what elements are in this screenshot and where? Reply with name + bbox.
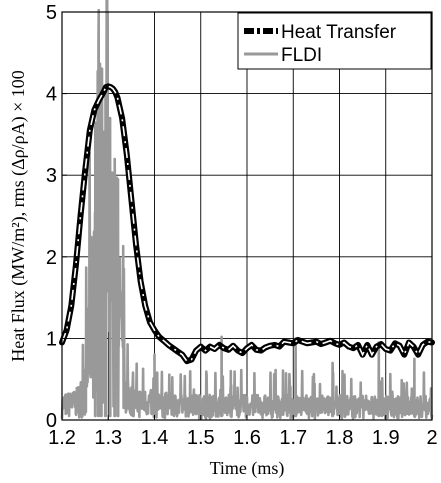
x-tick-label: 1.8 bbox=[326, 427, 354, 449]
legend-entry-heat-transfer: Heat Transfer bbox=[244, 22, 397, 43]
x-tick-label: 1.5 bbox=[187, 427, 215, 449]
x-tick-label: 1.7 bbox=[279, 427, 307, 449]
y-tick-label: 3 bbox=[46, 165, 57, 187]
plot-area bbox=[59, 0, 435, 421]
y-tick-label: 0 bbox=[46, 410, 57, 432]
legend-box bbox=[237, 12, 432, 70]
series-fldi-line bbox=[60, 0, 434, 421]
y-tick-label: 4 bbox=[46, 84, 57, 106]
legend-label-fldi: FLDI bbox=[281, 45, 322, 66]
legend-entry-fldi: FLDI bbox=[244, 45, 322, 66]
x-axis-title: Time (ms) bbox=[210, 458, 285, 479]
x-tick-label: 2 bbox=[426, 427, 437, 449]
legend-label-heat-transfer: Heat Transfer bbox=[281, 22, 397, 43]
x-tick-label: 1.4 bbox=[141, 427, 169, 449]
x-tick-label: 1.9 bbox=[372, 427, 400, 449]
legend: Heat Transfer FLDI bbox=[237, 12, 432, 70]
grid bbox=[62, 12, 432, 420]
x-tick-label: 1.6 bbox=[233, 427, 261, 449]
y-tick-label: 1 bbox=[46, 328, 57, 350]
y-tick-label: 5 bbox=[46, 2, 57, 24]
series-heat-transfer-dash bbox=[61, 85, 433, 363]
y-tick-label: 2 bbox=[46, 247, 57, 269]
x-tick-label: 1.2 bbox=[48, 427, 76, 449]
axis-ticks: 1.2 1.3 1.4 1.5 1.6 1.7 1.8 1.9 2 0 1 2 3 4 5 bbox=[46, 2, 438, 449]
x-tick-label: 1.3 bbox=[94, 427, 122, 449]
y-axis-title: Heat Flux (MW/m²), rms (Δρ/ρA) × 100 bbox=[8, 70, 29, 362]
